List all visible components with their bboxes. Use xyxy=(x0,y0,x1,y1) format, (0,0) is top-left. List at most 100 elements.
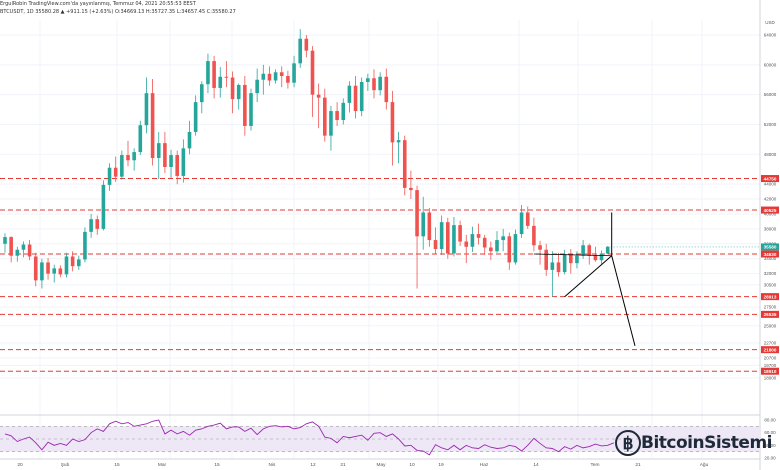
candle-body xyxy=(273,72,278,81)
candle-body xyxy=(292,63,296,83)
level-badge xyxy=(761,346,779,354)
level-badge xyxy=(761,206,779,214)
watermark-logo: ฿ BitcoinSistemi xyxy=(615,428,772,458)
price-tick-label: 30500 xyxy=(764,282,777,287)
author-name: ErgulRobin xyxy=(0,1,27,7)
price-tick-label: 42000 xyxy=(764,197,777,202)
candle-body xyxy=(495,240,499,252)
price-tick-label: 56000 xyxy=(764,92,777,97)
candle-body xyxy=(243,84,247,126)
candle-body xyxy=(3,237,7,244)
bitcoin-icon: ฿ xyxy=(615,430,642,456)
candle-body xyxy=(433,240,438,250)
candle-body xyxy=(476,234,481,238)
level-badge xyxy=(761,310,779,318)
candle-body xyxy=(286,76,290,83)
candle-body xyxy=(562,254,567,273)
candle-body xyxy=(439,222,444,250)
candle-body xyxy=(341,102,346,121)
candle-body xyxy=(532,225,536,246)
level-badge xyxy=(761,250,779,258)
rsi-tick-label: 80.00 xyxy=(764,418,776,423)
level-label: 18910 xyxy=(764,369,777,374)
candle-body xyxy=(113,167,118,177)
candle-body xyxy=(519,212,524,235)
candle-body xyxy=(261,73,266,80)
time-tick-label: Mar xyxy=(158,462,167,468)
level-label: 26535 xyxy=(764,312,777,317)
candle-body xyxy=(482,237,487,248)
candle-body xyxy=(46,262,50,274)
level-label: 44750 xyxy=(764,176,777,181)
level-label: 21800 xyxy=(764,347,777,352)
candle-body xyxy=(538,245,542,250)
candle-body xyxy=(513,234,518,263)
price-tick-label: 64000 xyxy=(764,33,777,38)
candle-body xyxy=(132,152,136,161)
price-tick-label: 25000 xyxy=(764,323,777,328)
candle-body xyxy=(581,245,585,256)
candle-body xyxy=(329,111,333,136)
candle-body xyxy=(200,84,204,103)
candle-body xyxy=(9,237,13,256)
candle-body xyxy=(120,155,124,177)
candle-body xyxy=(175,155,179,176)
candle-body xyxy=(187,131,192,149)
publish-line: ErgulRobin TradingView.com'da yayınlanmı… xyxy=(0,1,196,7)
candle-body xyxy=(255,79,259,94)
candle-body xyxy=(27,244,32,257)
candle-body xyxy=(206,61,210,85)
candle-body xyxy=(390,102,395,143)
candle-body xyxy=(138,125,143,153)
candle-body xyxy=(52,268,56,274)
time-tick-label: 21 xyxy=(635,462,641,468)
candle-body xyxy=(550,262,555,270)
symbol-line: BTCUSDT, 1D 35580.28 ▲ +911.15 (+2.63%) … xyxy=(0,9,236,15)
candle-body xyxy=(458,225,462,242)
candle-body xyxy=(366,78,370,82)
candle-body xyxy=(150,93,155,159)
candle-body xyxy=(163,143,167,167)
rsi-line xyxy=(4,419,615,456)
price-tick-label: 27500 xyxy=(764,305,777,310)
price-tick-label: 19700 xyxy=(764,363,777,368)
candle-body xyxy=(396,140,401,143)
candle-body xyxy=(83,231,87,260)
time-tick-label: 21 xyxy=(340,462,346,468)
time-tick-label: Şub xyxy=(61,462,70,468)
candle-body xyxy=(359,81,364,112)
candle-body xyxy=(464,241,469,247)
price-tick-label: 34000 xyxy=(764,256,777,261)
candle-body xyxy=(101,184,106,229)
candle-body xyxy=(587,245,592,256)
price-tick-label: 40000 xyxy=(764,211,777,216)
candle-body xyxy=(169,155,173,167)
price-tick-label: 38000 xyxy=(764,226,777,231)
price-tick-label: 20700 xyxy=(764,355,777,360)
price-axis-unit: USD xyxy=(765,20,775,25)
watermark-text: BitcoinSistemi xyxy=(641,433,772,453)
price-tick-label: 18000 xyxy=(764,376,777,381)
candle-body xyxy=(224,76,229,78)
candle-body xyxy=(230,77,235,100)
trendline-support xyxy=(564,255,613,298)
last-price-badge xyxy=(761,243,779,251)
level-badge xyxy=(761,367,779,375)
candle-body xyxy=(193,102,198,132)
candle-body xyxy=(126,155,130,161)
candle-body xyxy=(156,143,161,159)
time-tick-label: 12 xyxy=(310,462,316,468)
candle-body xyxy=(544,249,548,270)
candle-body xyxy=(64,256,69,275)
time-tick-label: 15 xyxy=(114,462,120,468)
rsi-tick-label: 40.00 xyxy=(764,443,776,448)
level-label: 28913 xyxy=(764,294,777,299)
candle-body xyxy=(372,78,376,91)
time-tick-label: 14 xyxy=(533,462,539,468)
candle-body xyxy=(33,256,38,281)
candle-body xyxy=(40,262,44,281)
candle-body xyxy=(279,72,284,77)
candle-body xyxy=(310,50,315,95)
time-tick-label: May xyxy=(376,462,386,468)
